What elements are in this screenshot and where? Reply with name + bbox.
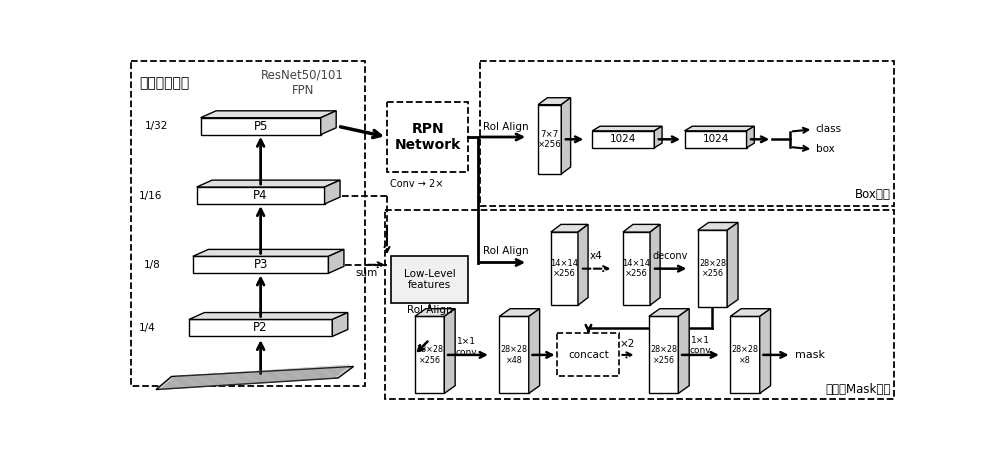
Text: ResNet50/101: ResNet50/101	[261, 68, 344, 81]
Polygon shape	[197, 187, 325, 204]
Text: Box分支: Box分支	[855, 188, 891, 201]
Text: P2: P2	[253, 321, 268, 334]
Text: 1024: 1024	[702, 134, 729, 144]
Polygon shape	[654, 126, 662, 148]
Text: Low-Level
features: Low-Level features	[404, 268, 455, 290]
Polygon shape	[193, 256, 328, 273]
Text: 28×28
×256: 28×28 ×256	[699, 259, 726, 278]
Polygon shape	[698, 222, 738, 230]
Polygon shape	[592, 131, 654, 148]
Text: 14×14
×256: 14×14 ×256	[622, 259, 650, 278]
Polygon shape	[538, 98, 571, 105]
Polygon shape	[551, 232, 578, 305]
Text: concact: concact	[568, 350, 609, 360]
Text: box: box	[816, 144, 834, 154]
Polygon shape	[727, 222, 738, 307]
Text: 7×7
×256: 7×7 ×256	[538, 130, 562, 149]
Text: 特征提取网络: 特征提取网络	[139, 76, 189, 90]
Text: RoI Align: RoI Align	[483, 121, 529, 131]
Bar	[131, 61, 365, 386]
Polygon shape	[193, 249, 344, 256]
Bar	[387, 102, 468, 172]
Polygon shape	[578, 224, 588, 305]
Polygon shape	[499, 316, 529, 394]
Text: RoI Align: RoI Align	[483, 246, 529, 256]
Polygon shape	[623, 232, 650, 305]
Text: 改进的Mask分支: 改进的Mask分支	[825, 383, 891, 396]
Text: RPN
Network: RPN Network	[395, 122, 461, 152]
Polygon shape	[747, 126, 754, 148]
Polygon shape	[592, 126, 662, 131]
Polygon shape	[649, 316, 678, 394]
Polygon shape	[678, 308, 689, 394]
Text: P3: P3	[253, 258, 268, 271]
Text: class: class	[816, 124, 842, 134]
Text: P5: P5	[253, 120, 268, 133]
Polygon shape	[685, 126, 754, 131]
Text: 1/16: 1/16	[139, 191, 162, 201]
Polygon shape	[730, 316, 760, 394]
Text: ×2: ×2	[620, 339, 635, 349]
Text: 1/32: 1/32	[144, 121, 168, 131]
Text: 28×28
×256: 28×28 ×256	[650, 345, 677, 364]
Text: deconv: deconv	[653, 251, 688, 261]
Polygon shape	[415, 308, 455, 316]
Polygon shape	[685, 131, 747, 148]
Polygon shape	[321, 111, 336, 135]
Polygon shape	[197, 180, 340, 187]
Polygon shape	[189, 319, 332, 336]
Text: FPN: FPN	[292, 84, 314, 97]
Polygon shape	[156, 366, 354, 389]
Text: 1×1
conv: 1×1 conv	[689, 336, 711, 355]
Text: mask: mask	[795, 350, 825, 360]
Bar	[391, 256, 468, 303]
Polygon shape	[730, 308, 771, 316]
Polygon shape	[561, 98, 571, 174]
Polygon shape	[760, 308, 771, 394]
Text: 28×28
×256: 28×28 ×256	[416, 345, 443, 364]
Text: Conv → 2×: Conv → 2×	[390, 179, 443, 189]
Polygon shape	[650, 224, 660, 305]
Bar	[385, 210, 894, 399]
Text: 1×1
conv: 1×1 conv	[456, 338, 478, 357]
Text: 14×14
×256: 14×14 ×256	[550, 259, 578, 278]
Polygon shape	[201, 118, 321, 135]
Polygon shape	[649, 308, 689, 316]
Bar	[480, 61, 894, 206]
Polygon shape	[529, 308, 540, 394]
Polygon shape	[328, 249, 344, 273]
Text: sum: sum	[355, 268, 378, 278]
Text: x4: x4	[590, 251, 603, 261]
Polygon shape	[415, 316, 444, 394]
Polygon shape	[189, 313, 348, 319]
Polygon shape	[538, 105, 561, 174]
Text: 1024: 1024	[610, 134, 637, 144]
Polygon shape	[499, 308, 540, 316]
Polygon shape	[201, 111, 336, 118]
Polygon shape	[332, 313, 348, 336]
Polygon shape	[325, 180, 340, 204]
Polygon shape	[551, 224, 588, 232]
Polygon shape	[444, 308, 455, 394]
Polygon shape	[623, 224, 660, 232]
Polygon shape	[698, 230, 727, 307]
Text: 1/8: 1/8	[144, 260, 160, 270]
Text: RoI Align: RoI Align	[407, 305, 452, 315]
Text: 1/4: 1/4	[139, 323, 156, 333]
Text: 28×28
×8: 28×28 ×8	[732, 345, 759, 364]
Text: 28×28
×48: 28×28 ×48	[501, 345, 528, 364]
Bar	[557, 334, 619, 376]
Text: P4: P4	[253, 189, 268, 202]
